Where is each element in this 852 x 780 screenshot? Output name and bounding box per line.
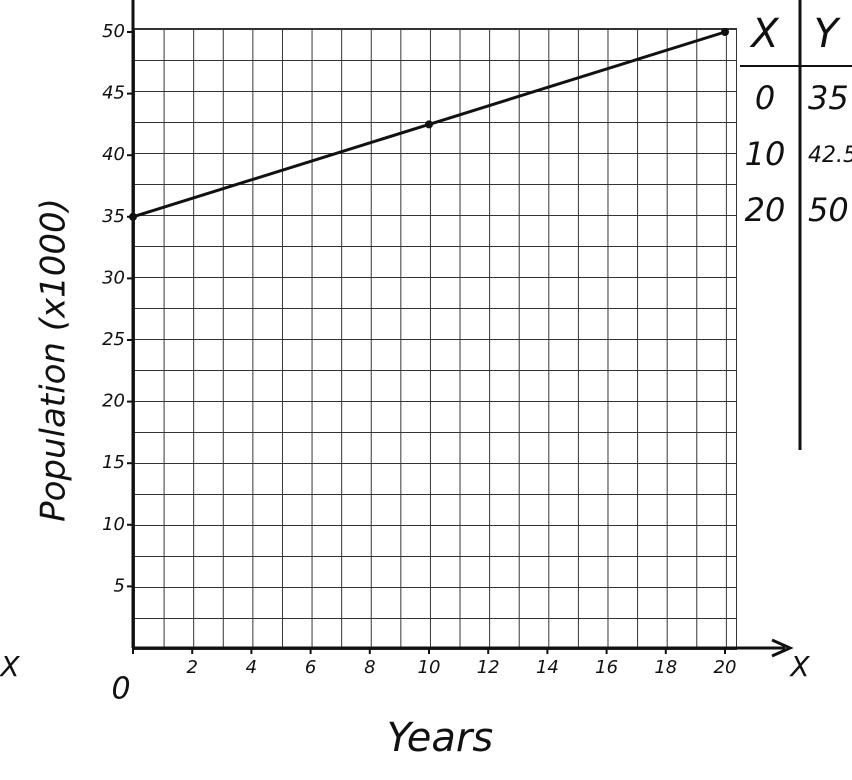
table-cell: 35 [808, 79, 849, 117]
y-tick-label: 5 [114, 575, 125, 596]
table-header: Y [814, 11, 842, 57]
y-tick-label: 45 [102, 83, 125, 104]
x-tick-label: 12 [477, 657, 500, 678]
page: Years Population (x1000) X X 0 2 4 6 8 10 12 14… [0, 0, 852, 780]
y-tick-label: 30 [102, 267, 125, 288]
y-tick-label: 50 [102, 21, 125, 42]
table-header: X [749, 11, 780, 57]
y-tick-label: 15 [102, 452, 125, 473]
x-tick-label: 10 [418, 657, 441, 678]
y-tick-label: 10 [102, 514, 125, 535]
y-tick-label: 40 [102, 144, 125, 165]
table-cell: 10 [745, 135, 786, 173]
chart: Years Population (x1000) X X 0 2 4 6 8 10 12 14… [0, 0, 852, 780]
x-tick-label: 6 [305, 657, 316, 678]
x-tick-label: 18 [654, 657, 677, 678]
data-point [721, 28, 729, 36]
x-tick-label: 16 [595, 657, 618, 678]
x-tick-label: 20 [714, 657, 737, 678]
table-cell: 20 [745, 191, 786, 229]
x-tick-label: 14 [536, 657, 559, 678]
x-axis-label: Years [387, 715, 493, 761]
data-point [129, 213, 137, 221]
y-axis-label: Population (x1000) [34, 198, 74, 522]
x-tick-label: 2 [186, 657, 197, 678]
x-tick-label: 0 [111, 672, 130, 707]
x-tick-label: 4 [246, 657, 257, 678]
y-tick-label: 35 [102, 206, 125, 227]
y-tick-label: 25 [102, 329, 125, 350]
y-tick-label: 20 [102, 391, 125, 412]
x-tick-label: 8 [364, 657, 375, 678]
table-cell: 50 [808, 191, 849, 229]
annotation: X [0, 650, 20, 683]
data-point [425, 120, 433, 128]
table-cell: 0 [755, 79, 775, 117]
table-cell: 42.5 [808, 143, 852, 168]
annotation: X [788, 650, 810, 683]
